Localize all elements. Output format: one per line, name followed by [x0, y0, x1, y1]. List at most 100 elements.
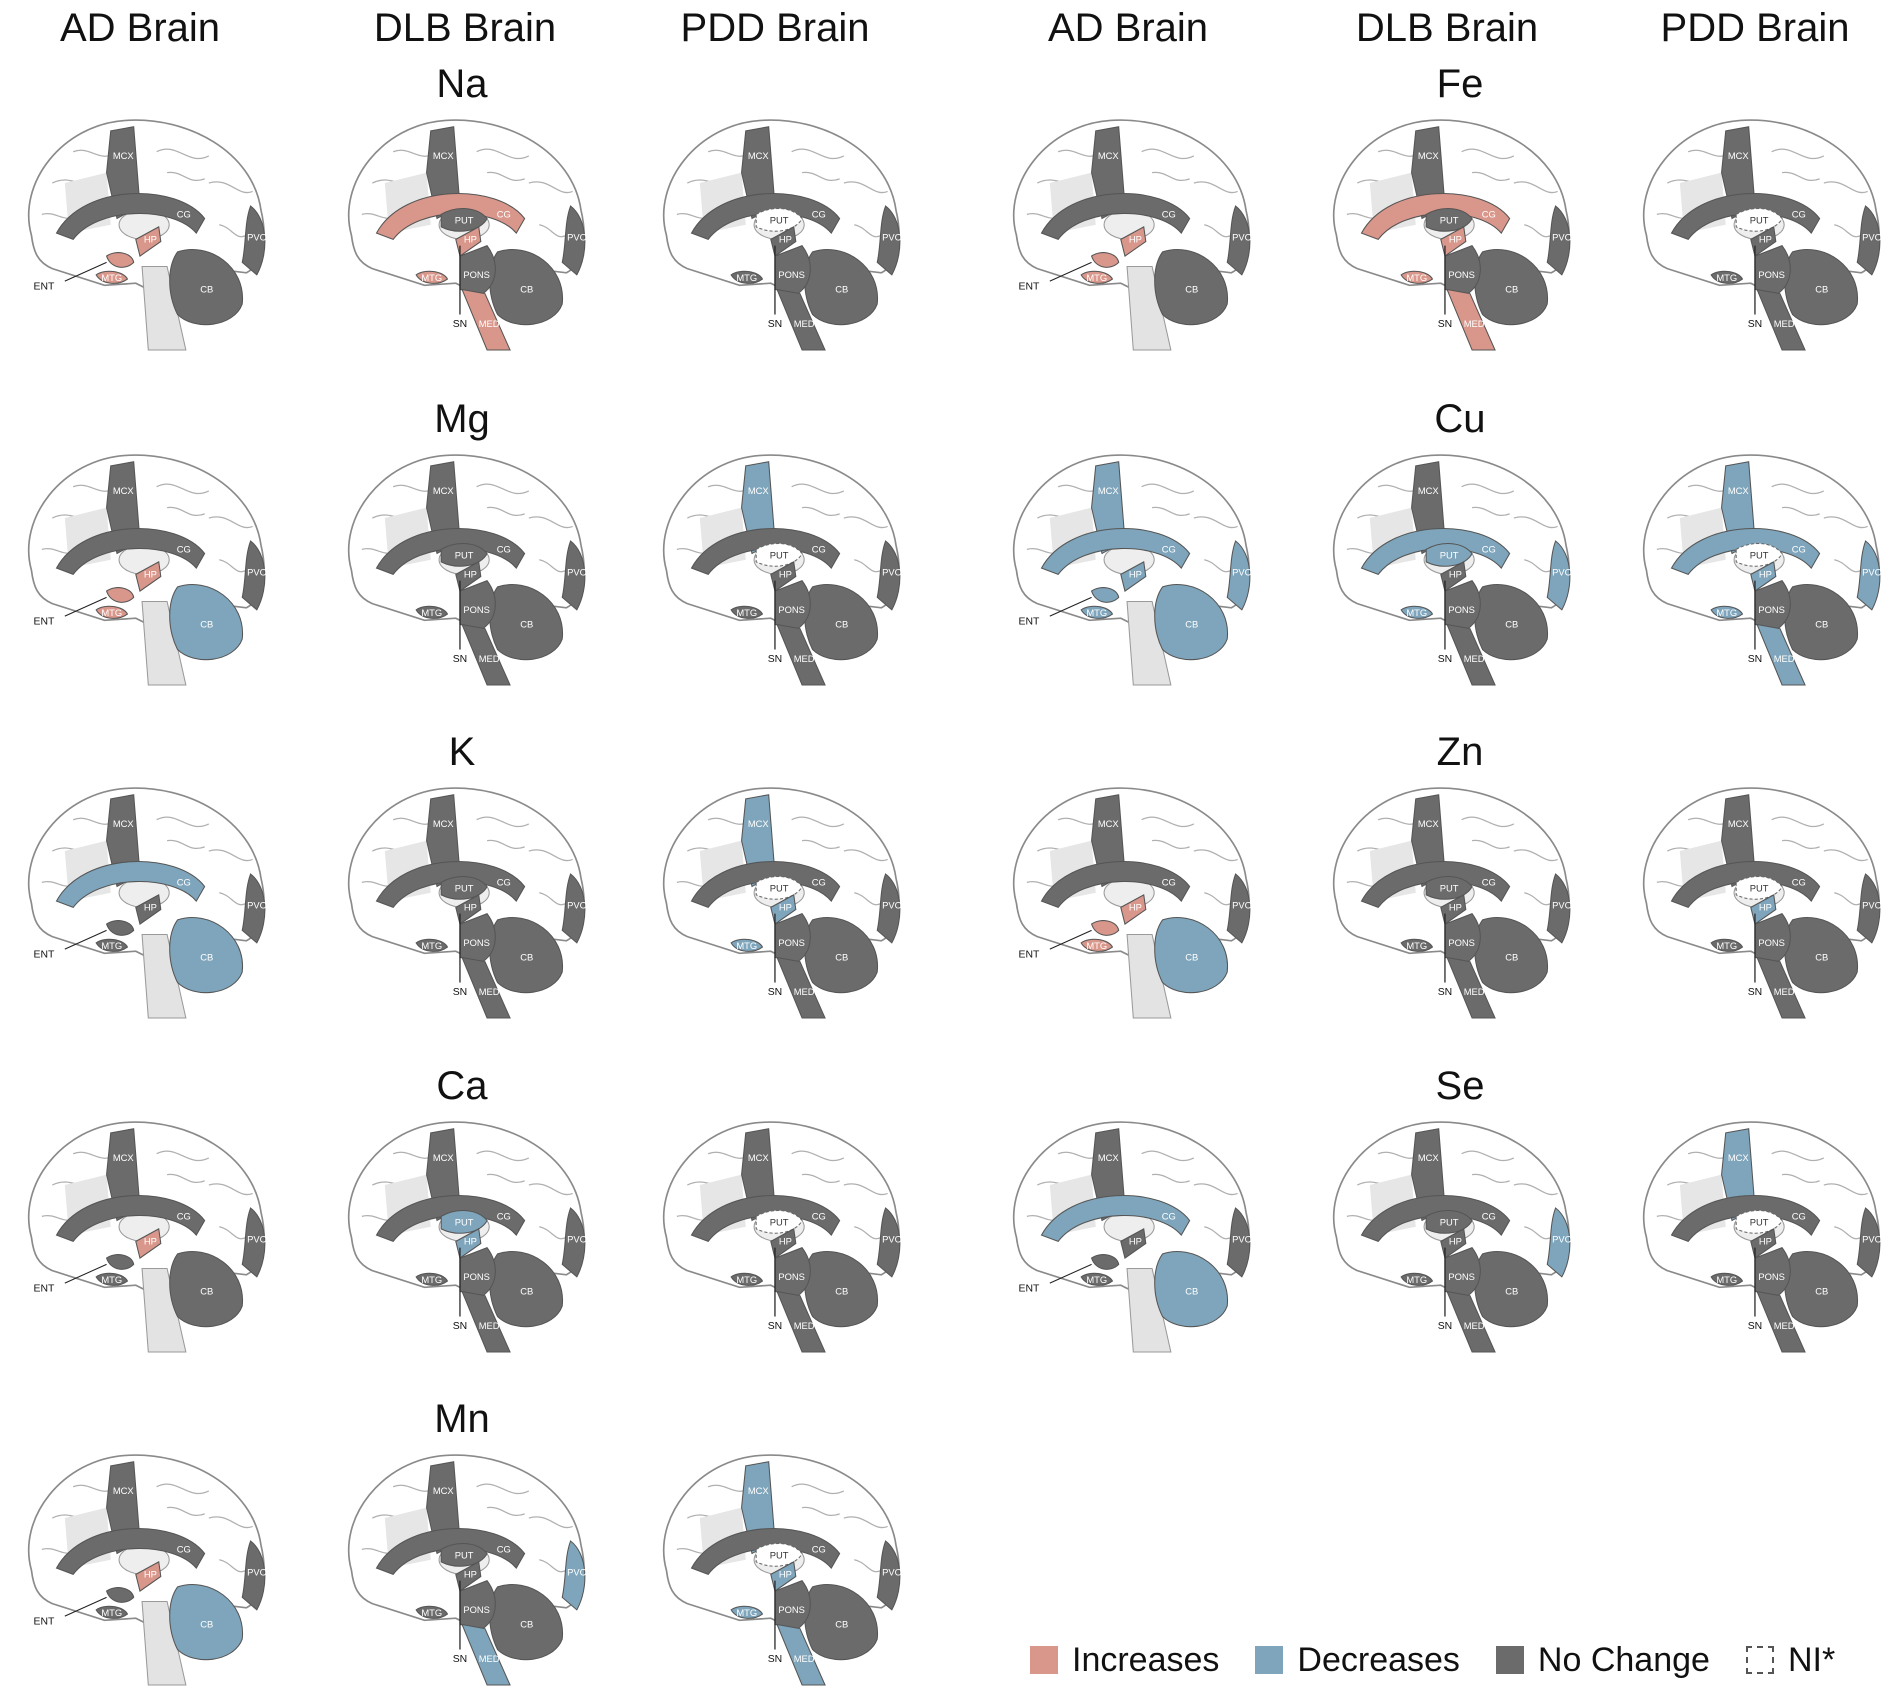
- region-label-cg: CG: [812, 1543, 826, 1554]
- region-label-mtg: MTG: [1406, 607, 1427, 618]
- region-label-hp: HP: [1759, 569, 1772, 580]
- region-label-cg: CG: [812, 208, 826, 219]
- region-label-sn: SN: [768, 987, 782, 998]
- region-ent: [1090, 252, 1120, 268]
- element-title-mn: Mn: [434, 1397, 490, 1441]
- region-label-sn: SN: [453, 1654, 467, 1665]
- region-put: [755, 1543, 803, 1567]
- region-cg: [55, 1528, 206, 1576]
- region-hp: [1440, 226, 1467, 257]
- region-put: [440, 543, 488, 567]
- brain-se-ad: MCX CG PVC CB HP MTG ENT: [995, 1112, 1257, 1353]
- brain-svg-mg-dlb: MCX CG PVC CB PUT HP MTG PONS MED SN: [347, 454, 587, 686]
- region-pvc: [241, 873, 266, 944]
- region-label-mtg: MTG: [1086, 607, 1107, 618]
- region-label-sn: SN: [768, 1321, 782, 1332]
- region-label-ent: ENT: [34, 949, 55, 960]
- region-label-cb: CB: [200, 1286, 213, 1297]
- region-ent: [105, 587, 135, 603]
- region-label-cg: CG: [497, 208, 511, 219]
- region-ent-pointer: [64, 1596, 107, 1617]
- region-label-pons: PONS: [463, 1604, 490, 1615]
- region-ent: [1090, 920, 1120, 936]
- region-label-pons: PONS: [463, 604, 490, 615]
- gyrus-line: [476, 816, 530, 828]
- gyrus-line: [1193, 849, 1238, 862]
- legend-label-increases: Increases: [1072, 1640, 1220, 1679]
- gyrus-line: [1823, 1183, 1868, 1196]
- region-med: [1446, 1290, 1496, 1353]
- region-label-pvc: PVC: [567, 1566, 587, 1577]
- gyrus-line: [1461, 148, 1515, 160]
- region-hp: [770, 1561, 797, 1592]
- gyrus-line: [1834, 892, 1862, 906]
- region-label-cb: CB: [200, 619, 213, 630]
- region-mtg: [415, 1272, 449, 1286]
- region-label-pvc: PVC: [567, 231, 587, 242]
- brain-svg-mn-dlb: MCX CG PVC CB PUT HP MTG PONS MED SN: [347, 1454, 587, 1686]
- region-cg: [1360, 528, 1511, 576]
- brain-mg-dlb: MCX CG PVC CB PUT HP MTG PONS MED SN: [330, 445, 592, 686]
- region-cg: [55, 1195, 206, 1243]
- region-label-pvc: PVC: [1552, 231, 1572, 242]
- region-label-cb: CB: [1815, 1286, 1828, 1297]
- gyrus-line: [219, 1559, 247, 1573]
- region-label-sn: SN: [453, 1321, 467, 1332]
- region-label-cb: CB: [1505, 284, 1518, 295]
- region-mtg: [730, 1605, 764, 1619]
- region-label-mtg: MTG: [421, 1274, 442, 1285]
- region-cb: [1154, 917, 1228, 994]
- region-cb: [1154, 584, 1228, 661]
- brain-mn-dlb: MCX CG PVC CB PUT HP MTG PONS MED SN: [330, 1445, 592, 1686]
- gyrus-line: [528, 181, 573, 194]
- region-pvc: [1226, 873, 1251, 944]
- gyrus-line: [476, 148, 530, 160]
- region-label-mcx: MCX: [113, 1152, 135, 1163]
- region-label-cg: CG: [1482, 543, 1496, 554]
- region-label-hp: HP: [779, 1569, 792, 1580]
- gyrus-line: [1141, 148, 1195, 160]
- brain-svg-zn-pdd: MCX CG PVC CB PUT HP MTG PONS MED SN: [1642, 787, 1882, 1019]
- region-mtg: [1710, 270, 1744, 284]
- gyrus-line: [487, 171, 525, 181]
- region-label-hp: HP: [779, 569, 792, 580]
- brain-k-pdd: MCX CG PVC CB PUT HP MTG PONS MED SN: [645, 778, 907, 1019]
- legend-swatch-ni: [1745, 1646, 1774, 1674]
- legend-label-decreases: Decreases: [1297, 1640, 1460, 1679]
- region-label-put: PUT: [1750, 1217, 1769, 1228]
- region-mtg: [1400, 938, 1434, 952]
- region-label-cg: CG: [1482, 876, 1496, 887]
- region-label-put: PUT: [1440, 1217, 1459, 1228]
- gyrus-line: [1152, 171, 1190, 181]
- region-label-cb: CB: [200, 952, 213, 963]
- gyrus-line: [1834, 559, 1862, 573]
- region-label-cg: CG: [1482, 208, 1496, 219]
- region-mtg: [1080, 1272, 1114, 1286]
- region-label-cg: CG: [497, 876, 511, 887]
- brain-svg-mn-pdd: MCX CG PVC CB PUT HP MTG PONS MED SN: [662, 1454, 902, 1686]
- region-cg: [1040, 193, 1191, 241]
- region-med: [461, 623, 511, 686]
- gyrus-line: [539, 1226, 567, 1240]
- region-label-pvc: PVC: [1552, 1233, 1572, 1244]
- gyrus-line: [1782, 1173, 1820, 1183]
- region-label-hp: HP: [464, 1236, 477, 1247]
- region-hp: [135, 561, 162, 592]
- region-ent: [1090, 1254, 1120, 1270]
- region-label-mcx: MCX: [1728, 485, 1750, 496]
- region-label-cg: CG: [812, 543, 826, 554]
- gyrus-line: [1152, 506, 1190, 516]
- element-title-cu: Cu: [1434, 397, 1486, 441]
- gyrus-line: [1524, 1226, 1552, 1240]
- region-cg: [1040, 861, 1191, 909]
- region-label-mtg: MTG: [421, 1607, 442, 1618]
- region-label-hp: HP: [1759, 234, 1772, 245]
- region-label-mcx: MCX: [433, 485, 455, 496]
- gyrus-line: [1204, 224, 1232, 238]
- region-label-mtg: MTG: [1406, 1274, 1427, 1285]
- region-label-sn: SN: [1748, 654, 1762, 665]
- legend-item-ni: NI*: [1745, 1641, 1835, 1680]
- region-label-sn: SN: [1438, 654, 1452, 665]
- region-hp: [1750, 226, 1777, 257]
- gyrus-line: [487, 839, 525, 849]
